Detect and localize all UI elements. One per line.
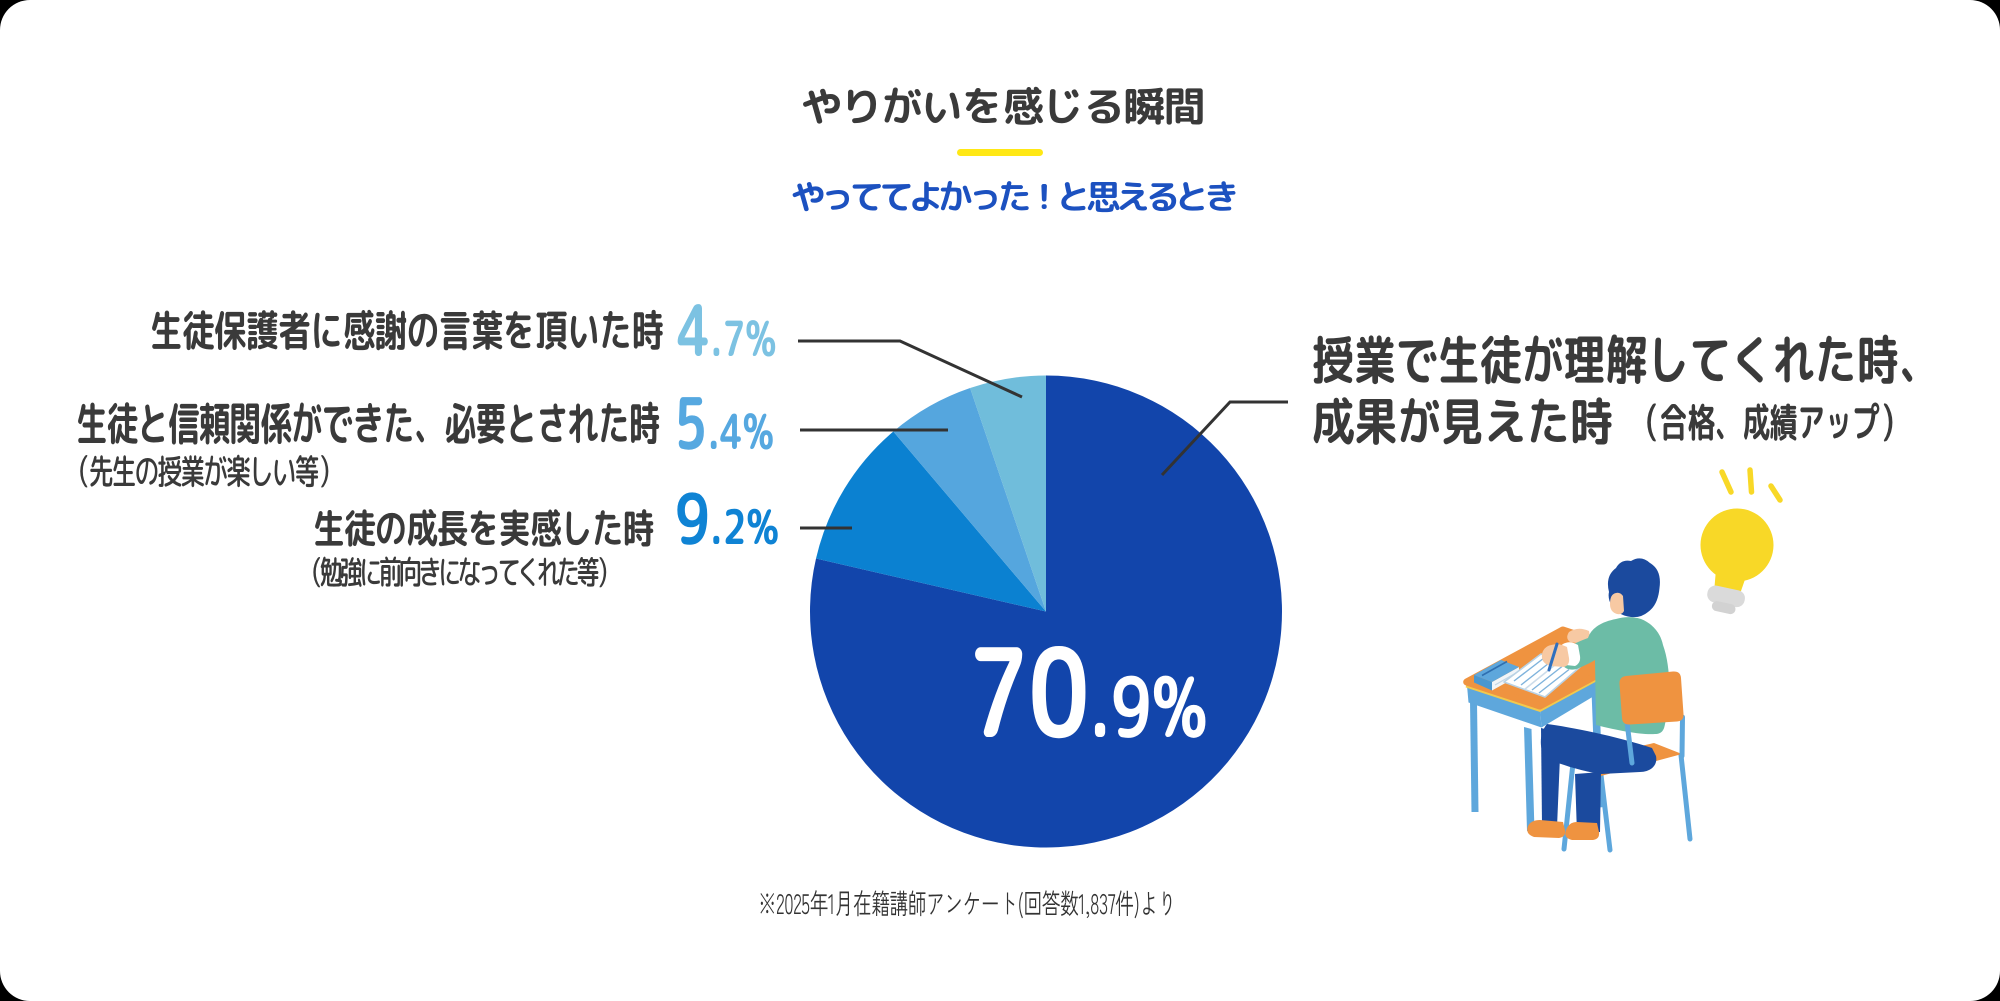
slice-value-growth: 9.2% xyxy=(675,470,780,568)
title-underline xyxy=(957,149,1043,156)
pie-slice-4 xyxy=(970,375,1046,612)
pie-slice-1 xyxy=(809,375,1282,848)
illustration-student-desk xyxy=(1463,467,1783,853)
page-subtitle: やっててよかった！と思えるとき xyxy=(790,172,1239,220)
chair-backrest xyxy=(1619,671,1684,725)
pie-slice-2 xyxy=(816,431,1046,612)
pie-slices xyxy=(809,375,1282,848)
person-hand-right xyxy=(1541,644,1570,667)
pie-slice-3 xyxy=(893,388,1046,612)
slice-value-thanks: 4.7% xyxy=(677,280,777,380)
slice-note-growth: （勉強に前向きになってくれた等） xyxy=(299,549,620,595)
person-hips xyxy=(1540,724,1657,774)
lightbulb-icon xyxy=(1700,508,1774,615)
desk-leg-front xyxy=(1524,727,1535,831)
leader-line-main xyxy=(1160,400,1288,477)
survey-footnote: ※2025年1月在籍講師アンケート(回答数1,837件)より xyxy=(758,882,1177,924)
pen xyxy=(1547,642,1559,672)
slice-label-growth: 生徒の成長を実感した時 xyxy=(312,499,655,557)
slice-label-thanks: 生徒保護者に感謝の言葉を頂いた時 xyxy=(149,299,664,361)
slice-value-trust: 5.4% xyxy=(674,373,775,473)
person-near-leg xyxy=(1575,772,1601,834)
lightbulb-rays xyxy=(1719,467,1783,503)
chair-backrest-front xyxy=(1619,671,1685,766)
main-slice-label-line2: 成果が見えた時 xyxy=(1311,385,1614,457)
main-slice-label-line1: 授業で生徒が理解してくれた時、 xyxy=(1312,322,1941,397)
main-slice-value: 70.9% xyxy=(968,605,1208,777)
page-title: やりがいを感じる瞬間 xyxy=(800,78,1206,136)
desk-leg-left xyxy=(1470,700,1479,812)
person-near-shoe xyxy=(1565,822,1600,840)
person-far-shoe xyxy=(1527,820,1566,838)
leader-line-pct1 xyxy=(798,339,1023,399)
leader-lines xyxy=(798,339,1288,530)
person-face xyxy=(1610,592,1624,615)
main-slice-label-note: （合格、成績アップ） xyxy=(1632,393,1908,451)
slice-note-trust: （先生の授業が楽しい等） xyxy=(66,447,342,496)
slice-label-trust: 生徒と信頼関係ができた、必要とされた時 xyxy=(75,391,660,456)
